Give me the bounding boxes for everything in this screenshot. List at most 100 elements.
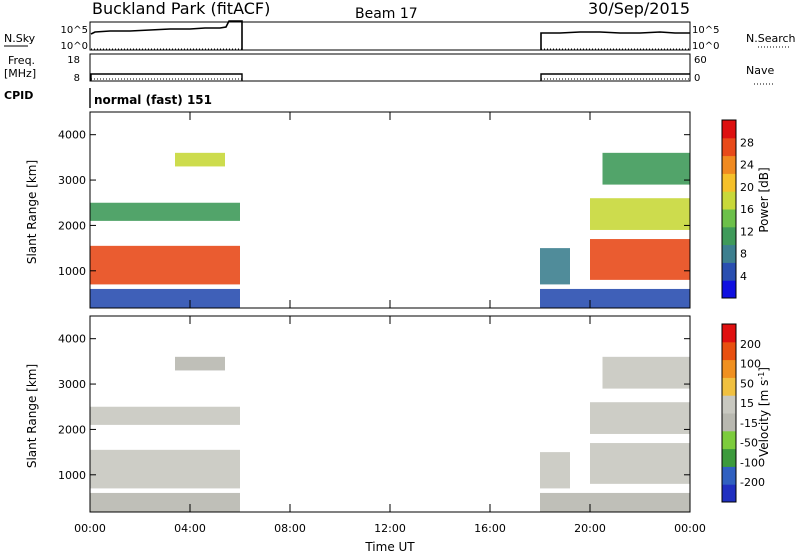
freq-label: Freq. <box>8 54 35 67</box>
velocity-colorbar-tick-4: -15 <box>740 417 758 430</box>
power-colorbar-swatch-3 <box>722 226 736 246</box>
nsky-tick-top: 10^5 <box>61 25 88 36</box>
power-colorbar-swatch-6 <box>722 173 736 192</box>
power-colorbar-swatch-9 <box>722 120 736 139</box>
velocity-panel: 4000 3000 2000 1000 00:00 04:00 08:00 12:00 16:… <box>25 315 706 554</box>
power-colorbar-swatch-7 <box>722 155 736 174</box>
power-colorbar-tick-3: 16 <box>740 203 754 216</box>
velocity-xtick-label-4: 16:00 <box>474 522 506 535</box>
nsky-panel-frame <box>89 21 691 51</box>
power-colorbar-tick-2: 20 <box>740 181 754 194</box>
velocity-colorbar-swatch-4 <box>722 413 736 432</box>
power-colorbar-swatch-5 <box>722 191 736 210</box>
power-region-1 <box>90 202 240 221</box>
power-region-5 <box>540 248 570 285</box>
velocity-ytick-label-0: 4000 <box>58 333 86 346</box>
power-region-2 <box>175 152 225 167</box>
velocity-colorbar-swatch-5 <box>722 395 736 414</box>
freq-unit-label: [MHz] <box>4 67 36 80</box>
power-region-3 <box>90 288 240 308</box>
velocity-region-4 <box>540 492 690 512</box>
velocity-colorbar-tick-1: 100 <box>740 358 761 371</box>
power-colorbar-frame <box>721 119 737 299</box>
velocity-colorbar-label-close: ] <box>757 367 771 372</box>
velocity-ylabel: Slant Range [km] <box>25 364 39 468</box>
power-colorbar-swatch-8 <box>722 137 736 157</box>
date-label: 30/Sep/2015 <box>588 0 690 18</box>
velocity-region-6 <box>590 443 690 484</box>
power-panel: 4000 3000 2000 1000 Slant Range [km] <box>25 111 691 309</box>
nave-tick-top: 60 <box>694 55 707 66</box>
power-region-4 <box>540 288 690 308</box>
velocity-region-7 <box>590 402 690 434</box>
freq-trace-evening <box>540 73 690 81</box>
freq-trace-morning <box>90 73 243 81</box>
velocity-xtick-label-2: 08:00 <box>274 522 306 535</box>
velocity-colorbar-label-exp: -1 <box>757 372 766 380</box>
power-ytick-label-0: 4000 <box>58 129 86 142</box>
nave-label: Nave <box>746 64 774 77</box>
power-colorbar-label: Power [dB] <box>757 167 771 232</box>
velocity-region-2 <box>175 356 225 371</box>
velocity-colorbar-swatch-9 <box>722 324 736 343</box>
velocity-region-8 <box>602 356 690 389</box>
velocity-colorbar-swatch-8 <box>722 341 736 361</box>
velocity-ytick-label-2: 2000 <box>58 423 86 436</box>
power-ylabel: Slant Range [km] <box>25 160 39 264</box>
velocity-colorbar-label-main: Velocity [m s <box>757 380 771 457</box>
velocity-colorbar-frame <box>721 323 737 503</box>
velocity-x-axis: 00:00 04:00 08:00 12:00 16:00 20:00 00:00 <box>74 316 706 535</box>
power-x-axis-ticks <box>89 112 691 308</box>
nsearch-tick-bottom: 10^0 <box>692 41 719 52</box>
power-ytick-label-1: 3000 <box>58 174 86 187</box>
station-title: Buckland Park (fitACF) <box>92 0 270 18</box>
nsky-label: N.Sky <box>4 32 36 45</box>
velocity-colorbar-swatch-3 <box>722 430 736 450</box>
velocity-colorbar-label: Velocity [m s-1] <box>757 367 772 457</box>
velocity-colorbar-tick-3: 15 <box>740 397 754 410</box>
power-data-layer <box>90 152 690 308</box>
velocity-colorbar-swatch-2 <box>722 448 736 467</box>
power-y-axis: 4000 3000 2000 1000 <box>58 129 690 278</box>
power-colorbar-tick-4: 12 <box>740 225 754 238</box>
velocity-xtick-label-3: 12:00 <box>374 522 406 535</box>
velocity-region-5 <box>540 452 570 489</box>
power-colorbar-swatch-1 <box>722 262 736 281</box>
power-region-6 <box>590 239 690 280</box>
nsky-trace-morning <box>90 20 243 50</box>
velocity-xtick-label-0: 00:00 <box>74 522 106 535</box>
velocity-ytick-label-3: 1000 <box>58 469 86 482</box>
velocity-colorbar-swatch-1 <box>722 466 736 485</box>
velocity-ytick-label-1: 3000 <box>58 378 86 391</box>
power-colorbar-tick-1: 24 <box>740 159 754 172</box>
velocity-colorbar-tick-2: 50 <box>740 377 754 390</box>
power-colorbar-tick-0: 28 <box>740 136 754 149</box>
freq-tick-top: 18 <box>67 55 80 66</box>
velocity-colorbar-swatch-0 <box>722 484 736 503</box>
nsearch-label: N.Search <box>746 32 796 45</box>
power-colorbar-tick-6: 4 <box>740 270 747 283</box>
velocity-xtick-label-6: 00:00 <box>674 522 706 535</box>
velocity-colorbar: 200 100 50 15 -15 -50 -100 -200 <box>721 323 765 503</box>
nave-tick-bottom: 0 <box>694 73 700 84</box>
velocity-colorbar-swatch-7 <box>722 359 736 378</box>
nsearch-tick-top: 10^5 <box>692 25 719 36</box>
velocity-colorbar-swatch-6 <box>722 377 736 396</box>
power-colorbar-swatch-2 <box>722 244 736 263</box>
velocity-xtick-label-1: 04:00 <box>174 522 206 535</box>
velocity-colorbar-tick-5: -50 <box>740 437 758 450</box>
power-ytick-label-3: 1000 <box>58 265 86 278</box>
velocity-region-3 <box>90 492 240 512</box>
velocity-colorbar-tick-6: -100 <box>740 456 765 469</box>
power-region-0 <box>90 245 240 285</box>
freq-tick-bottom: 8 <box>74 73 80 84</box>
velocity-colorbar-tick-0: 200 <box>740 338 761 351</box>
power-colorbar: 28 24 20 16 12 8 4 <box>721 119 754 299</box>
cpid-label: CPID <box>4 89 33 102</box>
nsky-tick-bottom: 10^0 <box>61 41 88 52</box>
power-region-7 <box>590 198 690 230</box>
velocity-region-1 <box>90 406 240 425</box>
power-colorbar-swatch-4 <box>722 209 736 228</box>
power-ytick-label-2: 2000 <box>58 219 86 232</box>
